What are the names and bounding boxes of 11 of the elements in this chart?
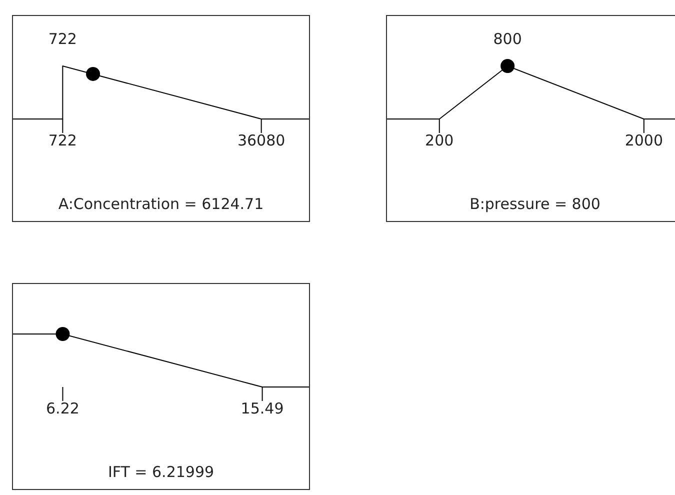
- x-tick-label: 15.49: [240, 400, 284, 418]
- x-tick-label: 200: [425, 132, 454, 150]
- x-axis-title: A:Concentration = 6124.71: [57, 195, 265, 213]
- x-axis-title: IFT = 6.21999: [106, 463, 216, 481]
- annotation: 722: [48, 30, 77, 48]
- x-tick-label: 36080: [237, 132, 286, 150]
- x-tick-label: 6.22: [46, 400, 80, 418]
- x-axis-title: B:pressure = 800: [468, 195, 602, 213]
- annotation: 800: [493, 30, 522, 48]
- x-tick-label: 2000: [624, 132, 664, 150]
- x-tick-label: 722: [48, 132, 77, 150]
